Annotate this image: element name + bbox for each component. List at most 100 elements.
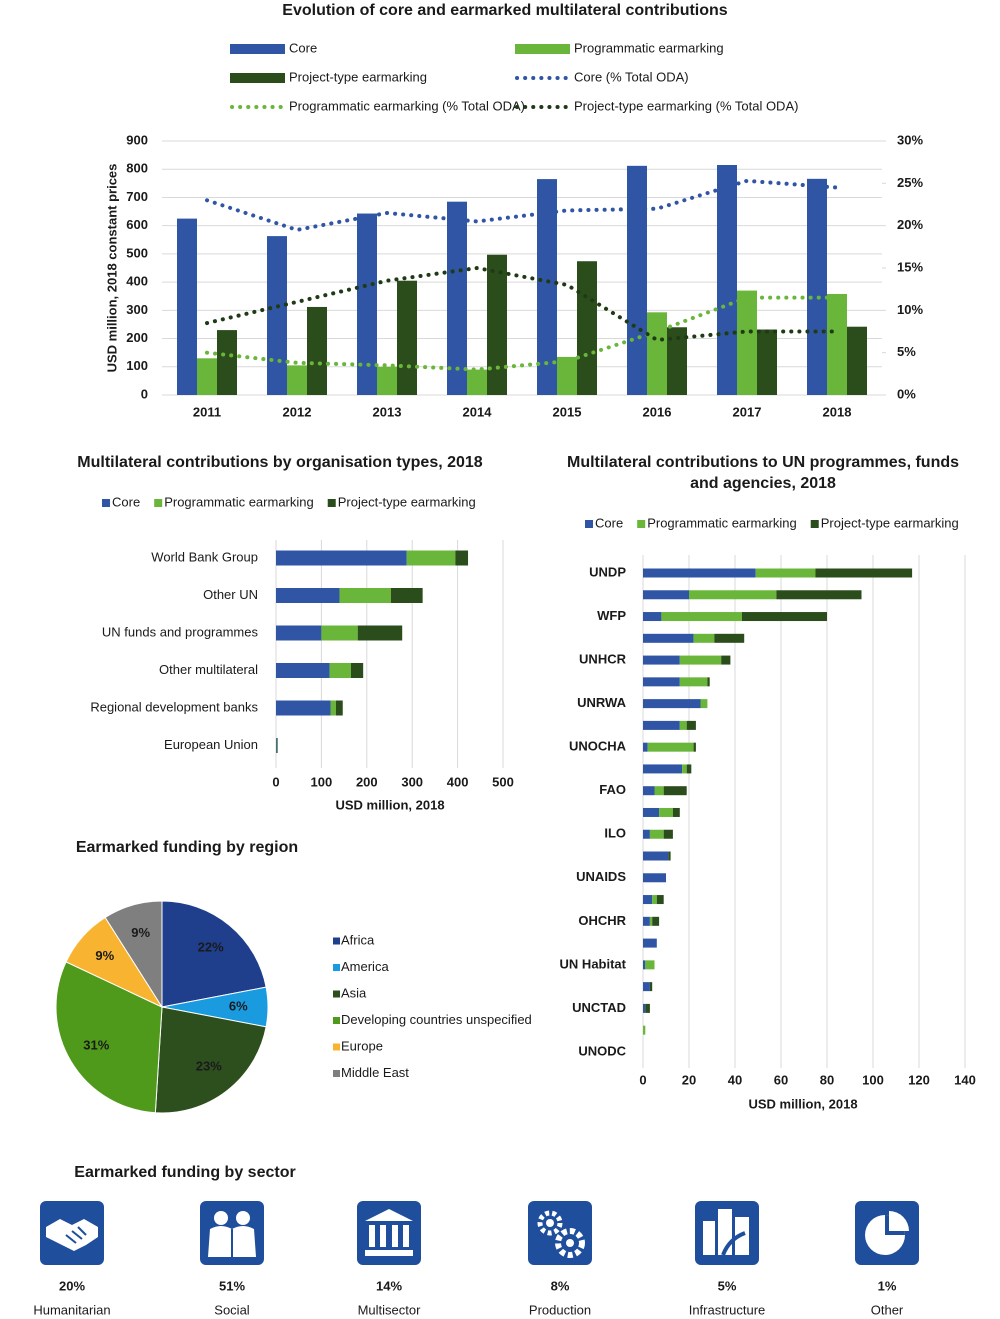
bar-segment (707, 677, 710, 687)
x-tick-label: 500 (492, 774, 514, 789)
bar (557, 356, 577, 395)
bar-segment (643, 829, 650, 839)
value-label: 8% (551, 1278, 570, 1293)
y-tick-label: 100 (126, 358, 148, 373)
bar-segment (652, 895, 657, 905)
category-label: OHCHR (578, 913, 626, 928)
bar (847, 326, 867, 395)
legend-swatch (230, 73, 285, 83)
x-tick-label: 0 (639, 1072, 646, 1087)
bar-segment (649, 829, 664, 839)
legend-label: America (341, 959, 389, 974)
x-axis-label: USD million, 2018 (748, 1096, 857, 1111)
bar (357, 213, 377, 395)
x-tick-label: 2015 (553, 404, 582, 419)
category-label: UNCTAD (572, 1000, 626, 1015)
bar-segment (643, 764, 683, 774)
y-tick-label: 400 (126, 274, 148, 289)
bar-segment (276, 588, 340, 603)
y2-tick-label: 10% (897, 302, 923, 317)
category-label: UNDP (589, 564, 626, 579)
x-tick-label: 0 (272, 774, 279, 789)
bar-segment (693, 742, 696, 752)
bar (287, 365, 307, 395)
bar-segment (654, 786, 664, 796)
value-label: 9% (131, 925, 150, 940)
chart-title: Earmarked funding by sector (74, 1164, 295, 1181)
legend-swatch (333, 964, 340, 971)
category-label: UNHCR (579, 652, 627, 667)
legend-label: Programmatic earmarking (% Total ODA) (289, 98, 525, 113)
category-label: WFP (597, 608, 626, 623)
legend-swatch (333, 1017, 340, 1024)
chart-title: Multilateral contributions to UN program… (566, 454, 960, 492)
chart-title: Multilateral contributions by organisati… (77, 454, 483, 471)
y2-tick-label: 30% (897, 132, 923, 147)
bar-segment (656, 895, 664, 905)
bar-segment (693, 633, 715, 643)
y-tick-label: 300 (126, 302, 148, 317)
bar-segment (455, 550, 469, 566)
sector-name: Other (871, 1302, 904, 1317)
bar (467, 369, 487, 395)
x-tick-label: 20 (682, 1072, 696, 1087)
bar-segment (339, 588, 391, 603)
y2-tick-label: 0% (897, 386, 916, 401)
bar-segment (643, 960, 646, 970)
value-label: 9% (95, 948, 114, 963)
category-label: UN Habitat (560, 956, 627, 971)
x-tick-label: 40 (728, 1072, 742, 1087)
bar-segment (276, 550, 407, 566)
bar-segment (330, 700, 336, 716)
bar-segment (679, 655, 722, 665)
legend-label: Project-type earmarking (% Total ODA) (574, 98, 798, 113)
bar (377, 366, 397, 395)
bar-segment (721, 655, 731, 665)
legend-swatch (333, 1070, 340, 1077)
x-tick-label: 2011 (193, 404, 221, 419)
bar-segment (643, 786, 655, 796)
sector-icons (40, 1201, 919, 1265)
y-tick-label: 500 (126, 245, 148, 260)
bar (487, 254, 507, 395)
category-label: World Bank Group (151, 549, 258, 564)
legend-swatch (102, 499, 110, 507)
bar (307, 306, 327, 395)
legend-label: Project-type earmarking (289, 69, 427, 84)
legend-swatch (333, 990, 340, 998)
category-label: Other multilateral (159, 662, 258, 677)
legend-swatch (230, 44, 285, 54)
x-tick-label: 2018 (823, 404, 852, 419)
x-tick-label: 100 (311, 774, 333, 789)
bar-segment (643, 612, 662, 622)
bar-segment (686, 720, 696, 730)
category-label: Other UN (203, 587, 258, 602)
bar (807, 178, 827, 395)
bar-segment (643, 655, 680, 665)
legend-label: Asia (341, 985, 367, 1000)
bar-segment (649, 916, 653, 926)
bar-segment (776, 590, 862, 600)
bar-segment (815, 568, 913, 578)
category-label: UNODC (578, 1043, 626, 1058)
category-label: UNAIDS (576, 869, 626, 884)
category-label: UN funds and programmes (102, 624, 259, 639)
y-axis-label: USD million, 2018 constant prices (104, 164, 119, 373)
bar-segment (668, 851, 671, 861)
legend-label: Africa (341, 932, 375, 947)
bar-segment (276, 738, 277, 753)
x-tick-label: 80 (820, 1072, 834, 1087)
x-tick-label: 2013 (373, 404, 402, 419)
bar-segment (643, 720, 680, 730)
legend-swatch (810, 520, 819, 528)
line (205, 178, 839, 232)
chart-title: Earmarked funding by region (76, 839, 298, 856)
bar-segment (700, 699, 708, 709)
bar (397, 280, 417, 395)
bar-segment (643, 807, 660, 817)
bar-segment (350, 663, 364, 678)
value-label: 5% (718, 1278, 737, 1293)
y-tick-label: 800 (126, 161, 148, 176)
bar-segment (663, 829, 673, 839)
